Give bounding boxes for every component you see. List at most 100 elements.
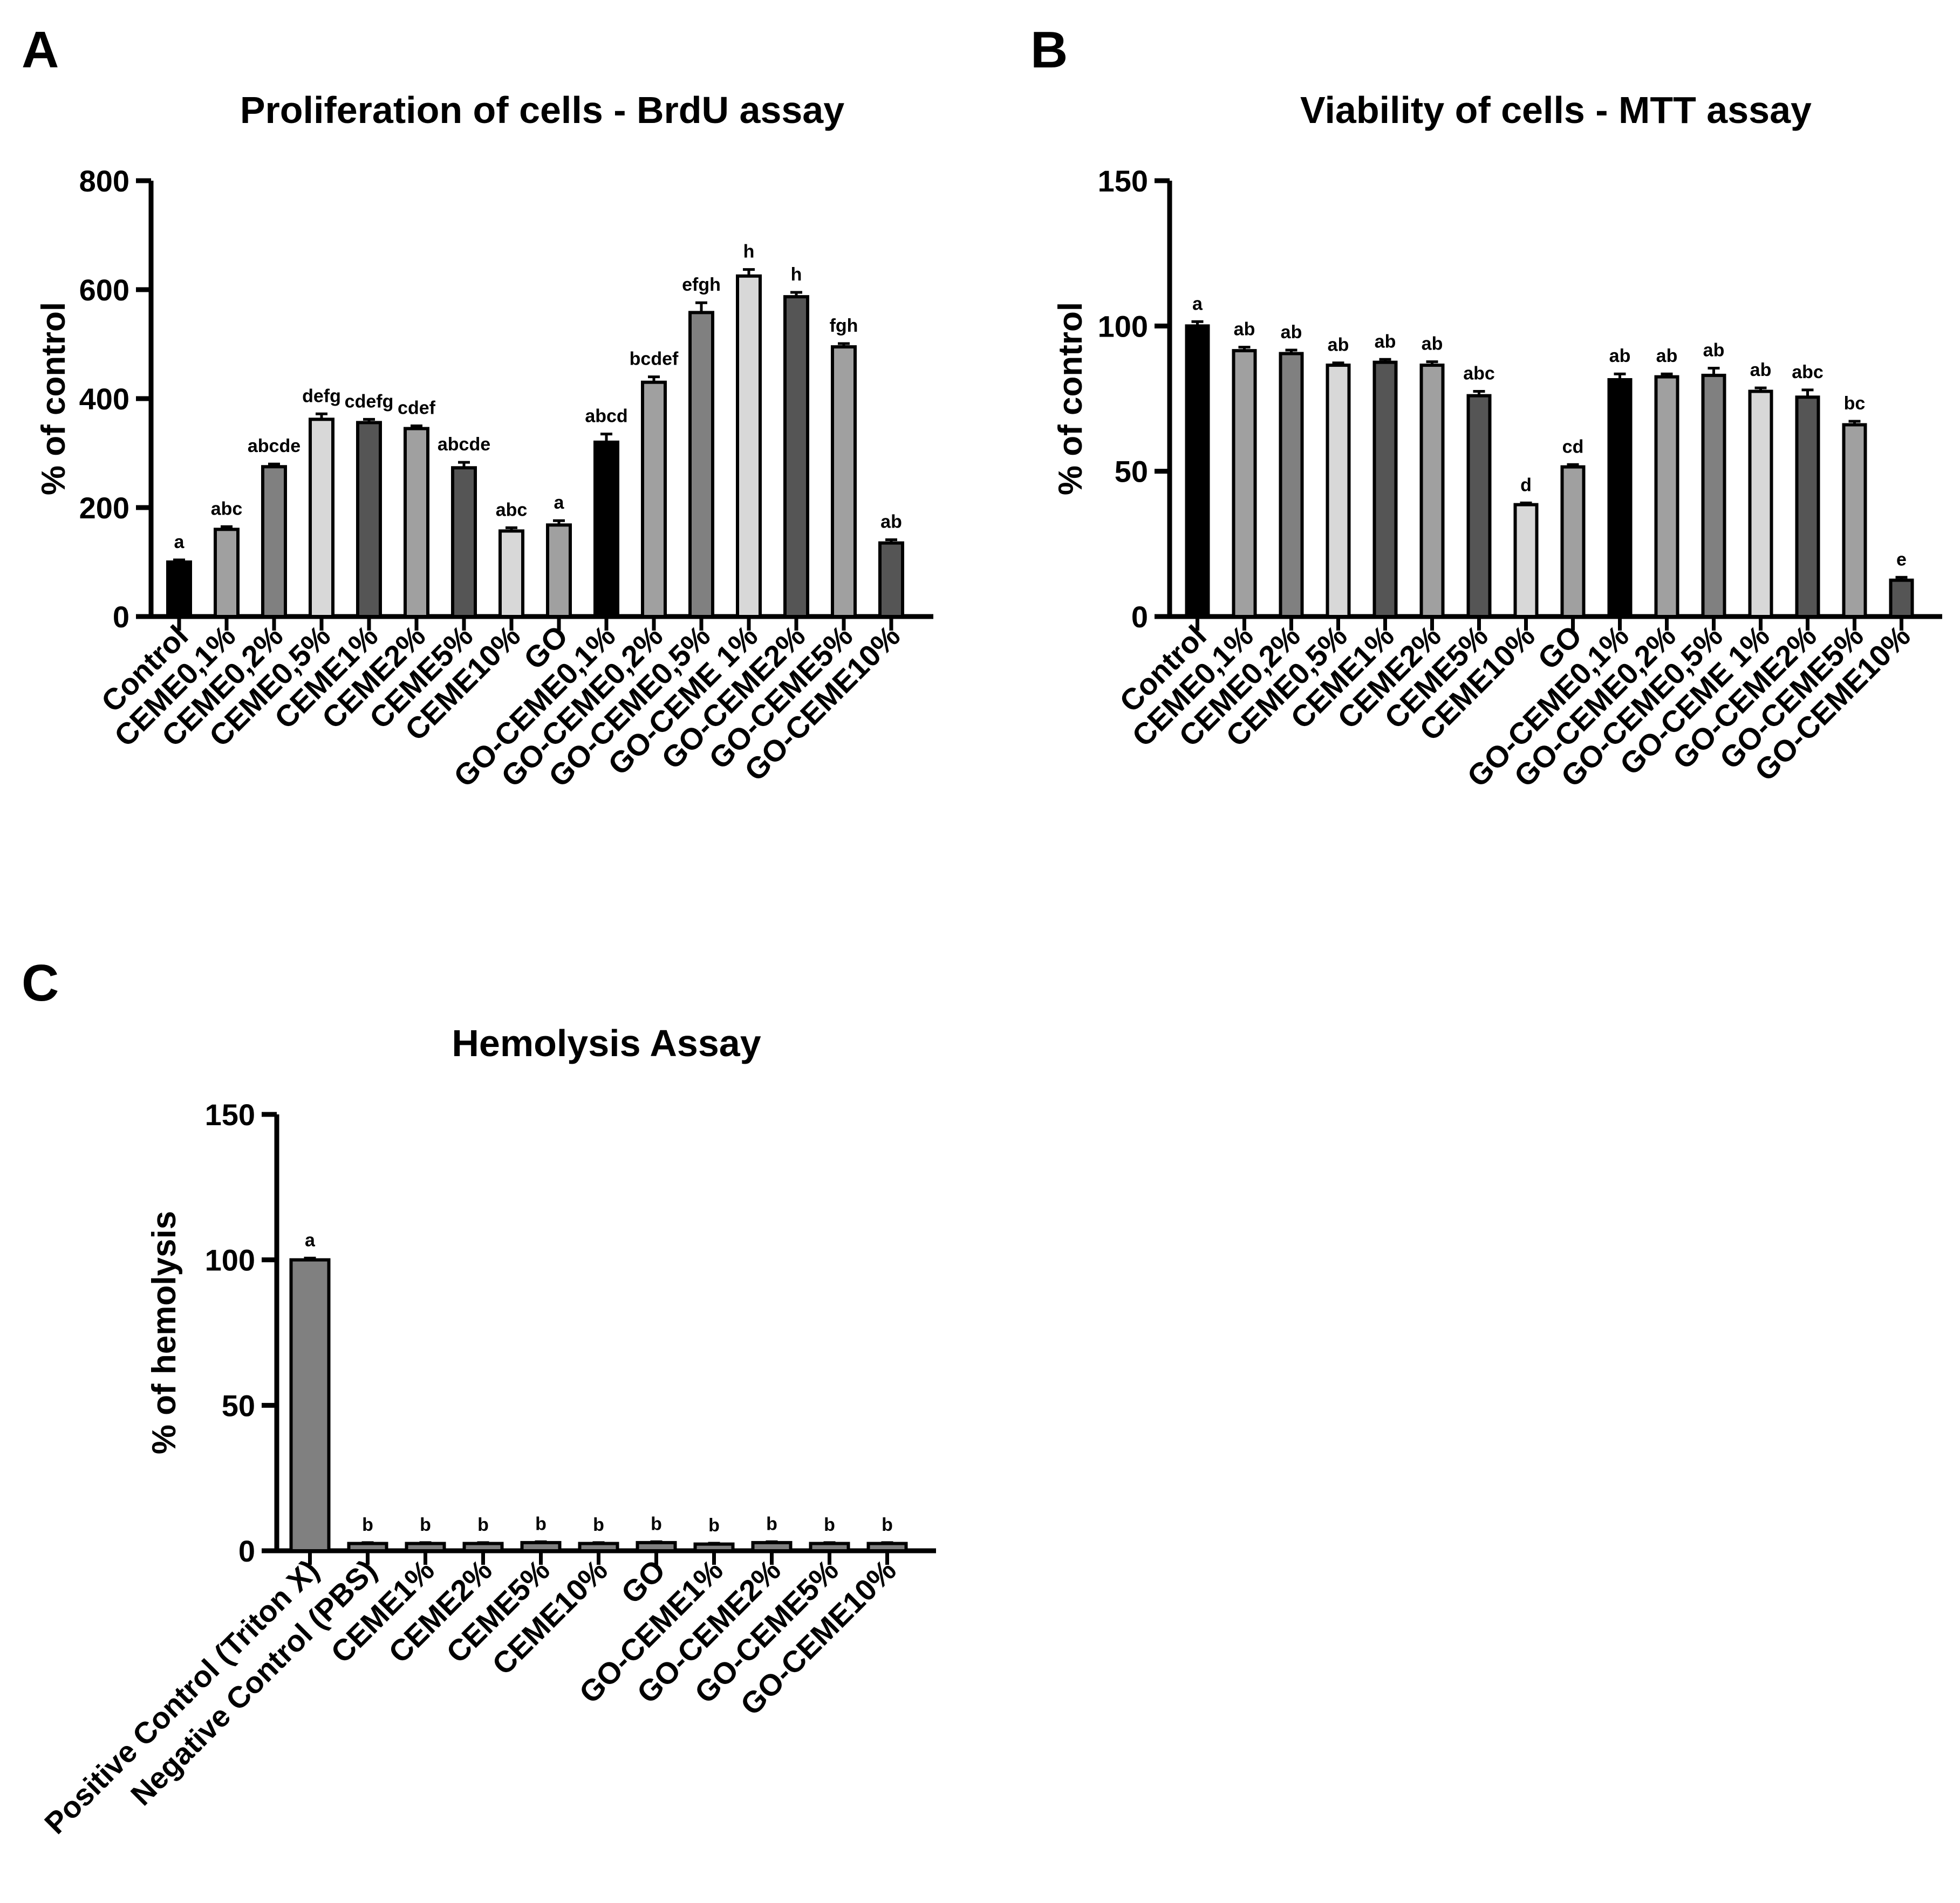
significance-label: ab [1328, 335, 1349, 355]
significance-label: b [420, 1515, 431, 1535]
significance-label: abc [496, 499, 528, 520]
significance-label: ab [880, 512, 902, 532]
y-tick-label: 100 [1098, 309, 1148, 343]
bar [1185, 324, 1210, 618]
panel-label-c: C [22, 954, 59, 1012]
significance-label: b [651, 1514, 662, 1534]
bar [1372, 360, 1398, 619]
significance-label: bcdef [630, 349, 679, 369]
significance-label: ab [1656, 346, 1678, 366]
bar [866, 1542, 908, 1552]
significance-label: efgh [682, 275, 721, 295]
significance-label: a [554, 492, 565, 513]
bar [404, 427, 429, 618]
significance-label: defg [302, 386, 341, 406]
panel-label-b: B [1030, 21, 1068, 79]
significance-label: h [743, 242, 755, 262]
bar [520, 1541, 562, 1553]
significance-label: ab [1703, 340, 1725, 360]
bar [309, 417, 334, 618]
bar [1701, 373, 1726, 618]
bar [405, 1542, 446, 1552]
significance-label: abcd [585, 406, 627, 427]
bar [636, 1541, 677, 1553]
y-axis-label: % of control [1052, 302, 1089, 495]
significance-label: abc [211, 498, 243, 519]
significance-label: ab [1234, 319, 1255, 340]
bar [1748, 389, 1773, 618]
chart-title: Hemolysis Assay [452, 1022, 761, 1064]
bar [347, 1542, 388, 1552]
significance-label: d [1520, 475, 1532, 495]
bar [1279, 352, 1304, 618]
y-tick-label: 600 [79, 273, 129, 307]
bar [1607, 378, 1633, 619]
bar [498, 529, 524, 618]
significance-label: b [362, 1515, 373, 1535]
significance-label: abcde [248, 436, 301, 456]
bar [878, 541, 904, 619]
y-tick-label: 150 [205, 1098, 255, 1132]
x-tick-label: Negative Control (PBS) [124, 1553, 383, 1812]
significance-label: abc [1792, 362, 1824, 382]
x-tick-label: Positive Control (Triton X) [38, 1553, 325, 1840]
significance-label: ab [1375, 331, 1396, 352]
bar [1654, 375, 1679, 618]
bar [261, 465, 287, 618]
bar [214, 528, 240, 619]
bar [1513, 503, 1539, 619]
bar [1419, 364, 1445, 618]
bar [688, 311, 714, 618]
significance-label: a [174, 532, 185, 552]
y-tick-label: 0 [113, 600, 129, 634]
bar [289, 1258, 331, 1553]
significance-label: a [305, 1230, 316, 1250]
significance-label: abcde [438, 434, 490, 455]
significance-label: b [882, 1515, 893, 1535]
bar [1560, 465, 1586, 618]
y-tick-label: 50 [222, 1388, 255, 1422]
y-axis-label: % of hemolysis [146, 1211, 183, 1454]
hemolysis-chart: Hemolysis Assay % of hemolysis 0 50 100 150 a P… [38, 1022, 936, 1840]
y-tick-label: 400 [79, 382, 129, 416]
significance-label: b [535, 1514, 547, 1534]
y-tick-label: 100 [205, 1243, 255, 1277]
significance-label: bc [1844, 393, 1866, 414]
bar [641, 380, 667, 618]
significance-label: cdefg [345, 391, 394, 412]
significance-label: ab [1609, 346, 1631, 366]
bar [751, 1541, 793, 1553]
bar [1889, 578, 1914, 618]
significance-label: fgh [830, 316, 858, 336]
bar [593, 440, 619, 618]
significance-label: cdef [398, 398, 436, 419]
significance-label: b [593, 1515, 604, 1535]
bar [831, 345, 857, 618]
chart-title: Proliferation of cells - BrdU assay [240, 89, 844, 131]
bar [1466, 394, 1492, 618]
bar [1795, 395, 1820, 618]
panel-label-a: A [22, 21, 59, 79]
significance-label: cd [1562, 436, 1584, 457]
bar [356, 421, 382, 618]
bar [166, 560, 192, 618]
bar [809, 1542, 850, 1552]
bar [783, 295, 809, 618]
y-tick-label: 150 [1098, 164, 1148, 198]
y-axis-label: % of control [35, 302, 72, 495]
significance-label: ab [1750, 360, 1772, 380]
y-tick-label: 0 [238, 1534, 255, 1568]
bar [462, 1542, 504, 1552]
y-tick-label: 0 [1131, 600, 1148, 634]
y-tick-label: 200 [79, 491, 129, 525]
bar [1232, 349, 1257, 618]
significance-label: abc [1463, 364, 1495, 384]
significance-label: e [1896, 549, 1907, 570]
brdu-proliferation-chart: Proliferation of cells - BrdU assay % of … [35, 89, 933, 793]
significance-label: b [708, 1515, 720, 1536]
y-tick-label: 50 [1115, 455, 1148, 489]
significance-label: b [766, 1514, 777, 1534]
bar [693, 1542, 735, 1552]
significance-label: b [824, 1515, 835, 1535]
